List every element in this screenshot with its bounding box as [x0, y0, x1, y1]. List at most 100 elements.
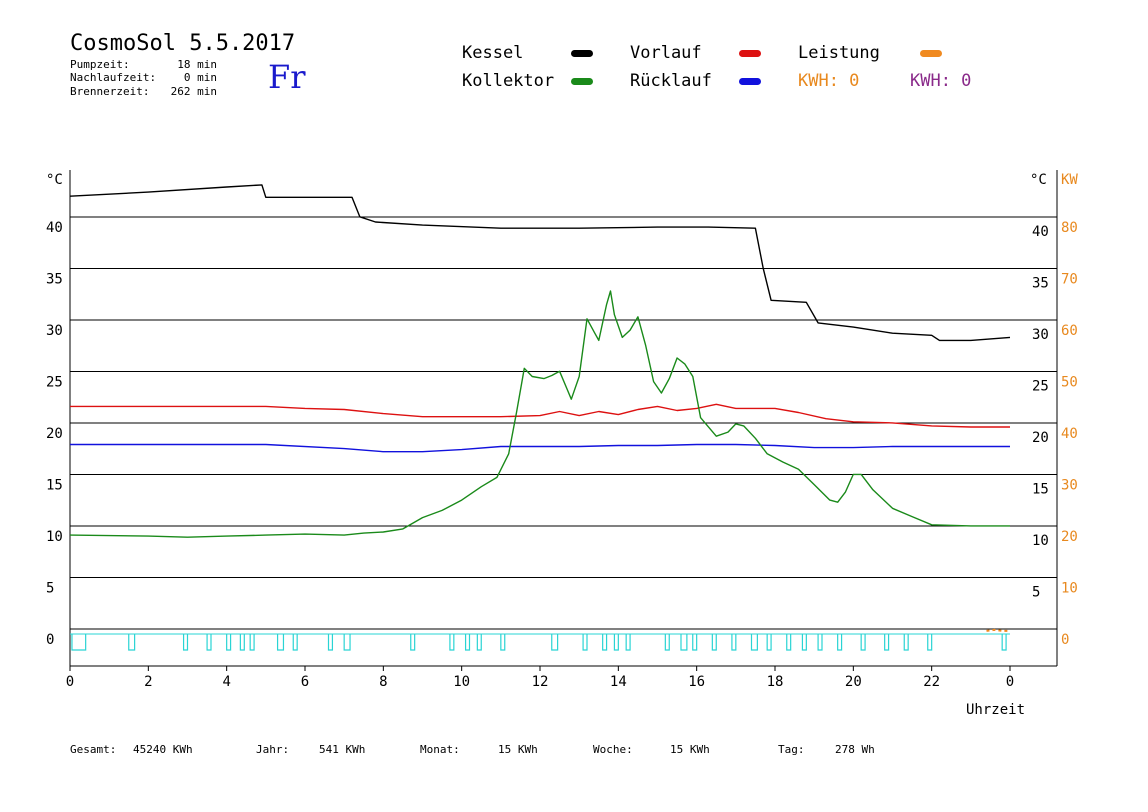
y-tick-left-30: 30 — [46, 323, 63, 339]
stat-value-nachlaufzeit: 0 min — [184, 71, 217, 84]
pump-pulse-16 — [551, 634, 559, 651]
y-tick-right-10: 10 — [1032, 533, 1049, 549]
x-tick-label-9: 18 — [767, 674, 784, 690]
kw-axis-unit: KW — [1061, 172, 1078, 188]
footer-label-gesamt: Gesamt: — [70, 743, 116, 756]
legend-swatch-kollektor — [571, 78, 593, 85]
series-kessel-line — [69, 184, 1011, 342]
pump-pulse-36 — [1001, 634, 1007, 651]
legend-kwh-purple: KWH: 0 — [910, 71, 971, 91]
pump-pulse-28 — [786, 634, 792, 651]
x-tick-label-6: 12 — [532, 674, 549, 690]
pump-pulse-2 — [182, 634, 189, 651]
stat-label-nachlaufzeit: Nachlaufzeit: — [70, 71, 156, 84]
pump-pulse-31 — [837, 634, 843, 651]
y-tick-right-25: 25 — [1032, 379, 1049, 395]
y-tick-left-35: 35 — [46, 272, 63, 288]
x-tick-label-12: 0 — [1006, 674, 1014, 690]
pump-pulse-25 — [731, 634, 737, 651]
y-ticks-left: 0 5 10 15 20 25 30 35 40 — [46, 220, 63, 648]
legend-label-kollektor: Kollektor — [462, 71, 554, 91]
pump-pulse-24 — [711, 634, 717, 651]
pump-pulse-14 — [476, 634, 482, 651]
pump-pulse-7 — [276, 634, 285, 651]
pump-pulse-15 — [500, 634, 506, 651]
pump-pulse-17 — [582, 634, 588, 651]
pump-pulse-30 — [817, 634, 823, 651]
y-tick-left-5: 5 — [46, 581, 54, 597]
x-tick-label-1: 2 — [144, 674, 152, 690]
x-tick-label-3: 6 — [301, 674, 309, 690]
y-tick-left-20: 20 — [46, 426, 63, 442]
pump-pulse-9 — [327, 634, 334, 651]
x-tick-label-2: 4 — [222, 674, 230, 690]
legend-label-ruecklauf: Rücklauf — [630, 71, 712, 91]
pump-pulse-10 — [343, 634, 351, 651]
y-tick-left-25: 25 — [46, 375, 63, 391]
x-tick-label-7: 14 — [610, 674, 627, 690]
x-tick-label-8: 16 — [688, 674, 705, 690]
series-pumpe — [70, 633, 1010, 651]
y-tick-left-15: 15 — [46, 478, 63, 494]
legend-swatch-kessel — [571, 50, 593, 57]
footer-value-woche: 15 KWh — [670, 743, 710, 756]
footer-summary: Gesamt: 45240 KWh Jahr: 541 KWh Monat: 1… — [70, 743, 875, 756]
pump-pulse-12 — [449, 634, 455, 651]
footer-label-tag: Tag: — [778, 743, 805, 756]
footer-value-tag: 278 Wh — [835, 743, 875, 756]
legend-label-kessel: Kessel — [462, 43, 523, 63]
footer-value-monat: 15 KWh — [498, 743, 538, 756]
pump-pulse-34 — [903, 634, 909, 651]
series-kollektor-line — [69, 290, 1010, 538]
kw-tick-70: 70 — [1061, 272, 1078, 288]
y-tick-left-0: 0 — [46, 632, 54, 648]
x-tick-label-0: 0 — [66, 674, 74, 690]
x-ticks: 0 2 4 6 8 10 12 14 16 18 20 22 0 — [66, 666, 1014, 690]
kw-tick-50: 50 — [1061, 375, 1078, 391]
x-tick-label-11: 22 — [923, 674, 940, 690]
series-layer — [69, 184, 1011, 651]
stat-label-brennerzeit: Brennerzeit: — [70, 85, 149, 98]
series-vorlauf-line — [70, 403, 1010, 428]
pump-pulse-1 — [128, 634, 136, 651]
y-axis-unit-right: °C — [1030, 172, 1047, 188]
kw-tick-60: 60 — [1061, 323, 1078, 339]
legend-kwh-orange: KWH: 0 — [798, 71, 859, 91]
footer-label-monat: Monat: — [420, 743, 460, 756]
y-tick-left-10: 10 — [46, 529, 63, 545]
legend-swatch-vorlauf — [739, 50, 761, 57]
pump-pulse-35 — [927, 634, 933, 651]
pump-pulse-20 — [625, 634, 631, 651]
y-tick-right-15: 15 — [1032, 482, 1049, 498]
footer-label-woche: Woche: — [593, 743, 633, 756]
legend-swatch-ruecklauf — [739, 78, 761, 85]
kw-tick-10: 10 — [1061, 581, 1078, 597]
pump-pulse-3 — [206, 634, 212, 651]
y-axis-unit-left: °C — [46, 172, 63, 188]
legend: Kessel Kollektor Vorlauf Rücklauf Leistu… — [462, 43, 971, 91]
y-ticks-right: 5 10 15 20 25 30 35 40 — [1032, 224, 1049, 601]
weekday-label: Fr — [268, 58, 306, 96]
chart-title: CosmoSol 5.5.2017 — [70, 31, 295, 56]
kw-tick-40: 40 — [1061, 426, 1078, 442]
pump-pulse-21 — [664, 634, 670, 651]
pump-pulse-33 — [884, 634, 890, 651]
pump-pulse-32 — [860, 634, 866, 651]
pump-pulse-22 — [680, 634, 688, 651]
series-ruecklauf-line — [70, 443, 1010, 453]
stats-block: Pumpzeit: 18 min Nachlaufzeit: 0 min Bre… — [70, 58, 217, 98]
pump-pulse-26 — [750, 634, 758, 651]
pump-pulse-27 — [766, 634, 772, 651]
stat-value-brennerzeit: 262 min — [171, 85, 217, 98]
y-tick-right-30: 30 — [1032, 327, 1049, 343]
pump-pulse-8 — [292, 634, 298, 651]
kw-tick-0: 0 — [1061, 632, 1069, 648]
pump-pulse-18 — [602, 634, 608, 651]
series-leistung-line — [986, 628, 1010, 632]
pump-pulse-13 — [464, 634, 471, 651]
footer-value-jahr: 541 KWh — [319, 743, 365, 756]
legend-label-leistung: Leistung — [798, 43, 880, 63]
y-tick-left-40: 40 — [46, 220, 63, 236]
kw-ticks: 0 10 20 30 40 50 60 70 80 — [1061, 220, 1078, 648]
